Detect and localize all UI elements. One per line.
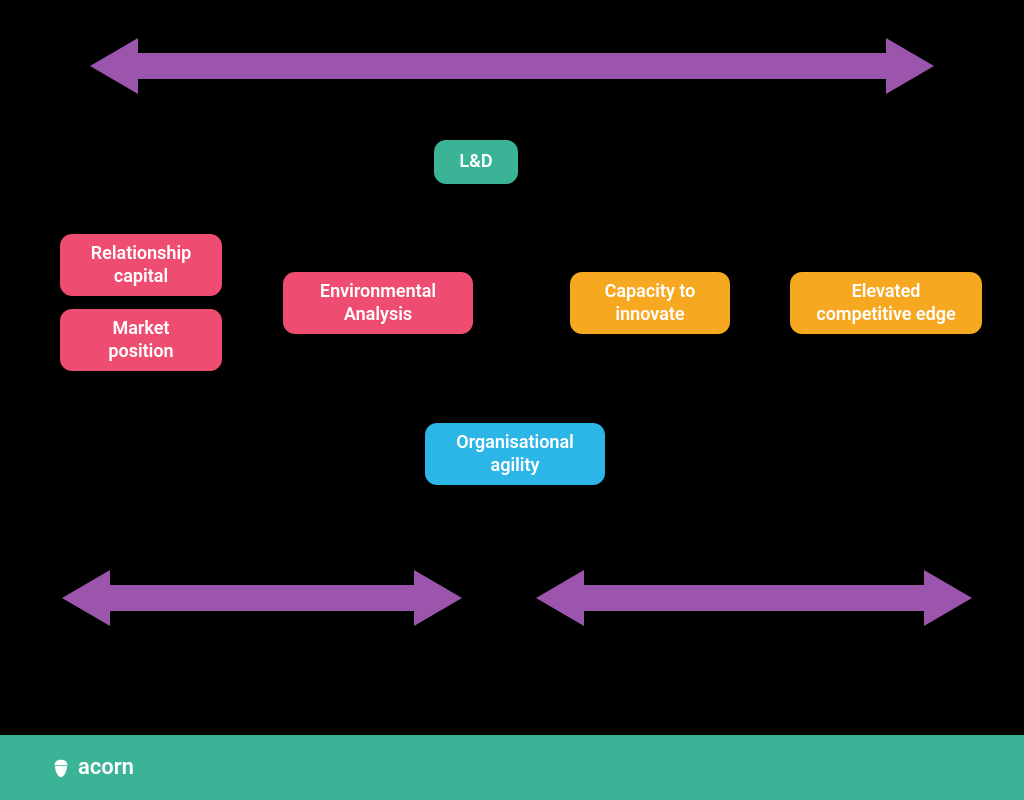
node-relationship-capital: Relationshipcapital (60, 234, 222, 296)
node-ld: L&D (434, 140, 518, 184)
node-orgagil-label: Organisationalagility (456, 431, 574, 478)
node-mktpos-label: Marketposition (108, 317, 173, 364)
node-org-agility: Organisationalagility (425, 423, 605, 485)
node-elevated-edge: Elevatedcompetitive edge (790, 272, 982, 334)
node-envanal-label: EnvironmentalAnalysis (320, 280, 436, 327)
node-elevedge-label: Elevatedcompetitive edge (816, 280, 955, 327)
node-capinno-label: Capacity toinnovate (605, 280, 696, 327)
node-market-position: Marketposition (60, 309, 222, 371)
acorn-icon (50, 757, 72, 779)
footer-bar: acorn (0, 735, 1024, 800)
node-relcap-label: Relationshipcapital (91, 242, 192, 289)
arrow-top (90, 38, 934, 94)
node-ld-label: L&D (459, 150, 492, 173)
arrow-bottom-right (536, 570, 972, 626)
node-environmental-analysis: EnvironmentalAnalysis (283, 272, 473, 334)
footer-brand: acorn (78, 755, 134, 780)
arrow-bottom-left (62, 570, 462, 626)
node-capacity-innovate: Capacity toinnovate (570, 272, 730, 334)
